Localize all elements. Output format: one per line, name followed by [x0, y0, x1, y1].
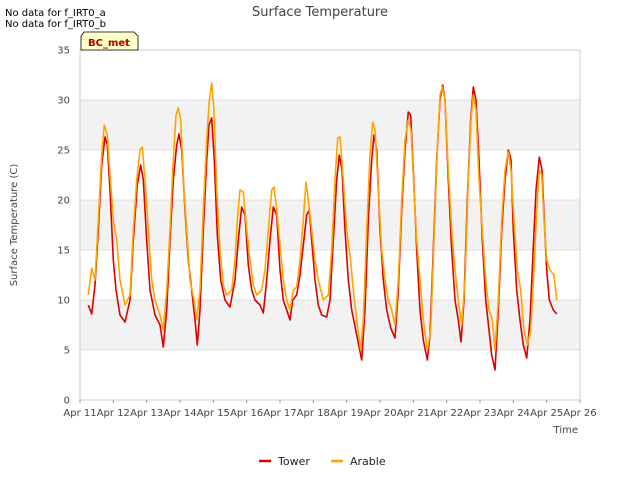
x-tick-label: Apr 23	[463, 408, 496, 419]
y-tick-label: 0	[64, 396, 70, 407]
y-tick-label: 10	[57, 296, 70, 307]
x-tick-label: Apr 16	[230, 408, 263, 419]
x-tick-label: Apr 17	[263, 408, 296, 419]
plot-band	[80, 50, 580, 100]
x-tick-label: Apr 22	[430, 408, 463, 419]
plot-band	[80, 300, 580, 350]
x-tick-label: Apr 25	[530, 408, 563, 419]
plot-band	[80, 150, 580, 200]
badge-label: BC_met	[88, 38, 130, 49]
no-data-notice-a: No data for f_IRT0_a	[5, 8, 106, 19]
y-tick-label: 20	[57, 196, 70, 207]
x-tick-label: Apr 14	[163, 408, 196, 419]
x-tick-label: Apr 12	[97, 408, 130, 419]
series-layer	[87, 82, 558, 371]
plot-band	[80, 200, 580, 250]
plot-frame	[79, 49, 581, 401]
series-line-tower	[87, 84, 558, 371]
y-tick-label: 5	[64, 346, 70, 357]
x-tick-label: Apr 18	[297, 408, 330, 419]
legend: Tower Arable	[259, 455, 386, 468]
series-line-arable	[87, 82, 558, 351]
x-tick-label: Apr 13	[130, 408, 163, 419]
x-tick-label: Apr 20	[363, 408, 396, 419]
plot-band	[80, 100, 580, 150]
x-axis-ticks: Apr 11 Apr 12 Apr 13 Apr 14 Apr 15 Apr 16 Apr …	[63, 400, 597, 419]
x-tick-label: Apr 21	[397, 408, 430, 419]
y-axis-ticks: 0 5 10 15 20 25 30 35	[57, 46, 70, 407]
x-tick-label: Apr 24	[497, 408, 530, 419]
y-tick-label: 15	[57, 246, 70, 257]
bc-met-badge: BC_met	[80, 31, 139, 51]
x-tick-label: Apr 19	[330, 408, 363, 419]
plot-band	[80, 350, 580, 400]
plot-background-bands	[80, 50, 580, 400]
legend-label-arable: Arable	[350, 455, 386, 468]
x-tick-label: Apr 15	[197, 408, 230, 419]
x-tick-label: Apr 26	[563, 408, 596, 419]
y-tick-label: 25	[57, 146, 70, 157]
chart-title: Surface Temperature	[252, 5, 388, 20]
y-tick-label: 35	[57, 46, 70, 57]
y-axis-label: Surface Temperature (C)	[9, 164, 20, 287]
no-data-notice-b: No data for f_IRT0_b	[5, 19, 106, 30]
y-tick-label: 30	[57, 96, 70, 107]
legend-label-tower: Tower	[277, 455, 310, 468]
x-axis-label: Time	[553, 425, 578, 436]
x-tick-label: Apr 11	[63, 408, 96, 419]
